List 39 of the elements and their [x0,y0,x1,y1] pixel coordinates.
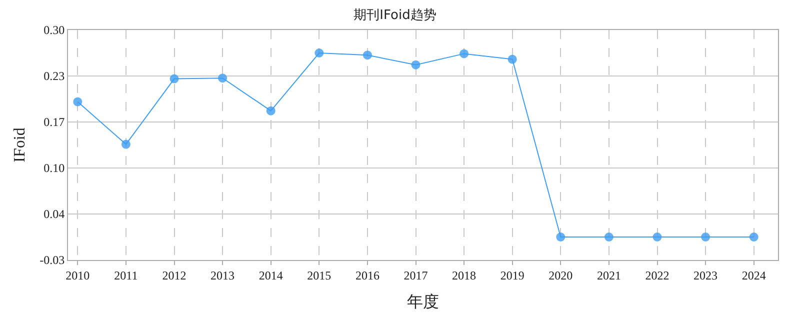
x-tick-label: 2015 [307,268,332,282]
point [604,232,614,242]
y-tick-label: 0.04 [44,207,65,222]
point [556,232,566,242]
point [362,50,372,60]
point [460,49,469,58]
x-tick-label: 2014 [258,268,283,282]
point [411,60,420,70]
point [266,106,276,116]
x-axis-title: 年度 [407,292,439,312]
x-tick-label: 2012 [162,268,186,282]
x-tick-label: 2020 [548,268,573,282]
x-tick-label: 2019 [500,268,524,282]
x-tick-label: 2021 [596,268,621,282]
x-tick-label: 2022 [645,268,670,282]
x-tick-label: 2023 [694,268,718,282]
point [508,54,517,64]
y-tick-label: 0.23 [44,69,65,84]
x-tick-label: 2018 [452,268,476,282]
point [73,97,82,106]
x-tick-label: 2016 [355,268,380,282]
y-tick-label: 0.10 [44,161,65,176]
x-tick-label: 2011 [114,268,138,282]
y-axis-title: IFoid [12,128,28,162]
chart-title: 期刊IFoid趋势 [354,8,436,23]
x-tick-label: 2013 [210,268,235,282]
y-tick-label: 0.30 [44,23,65,38]
x-tick-label: 2024 [742,268,766,282]
y-tick-label: 0.17 [44,115,65,130]
point [218,74,228,83]
point [701,232,710,242]
point [749,232,758,242]
point [314,48,324,58]
x-tick-label: 2010 [66,268,90,282]
x-tick-label: 2017 [404,268,428,282]
point [121,140,130,149]
point [652,232,662,242]
y-tick-label: -0.03 [40,253,65,268]
point [170,74,179,84]
